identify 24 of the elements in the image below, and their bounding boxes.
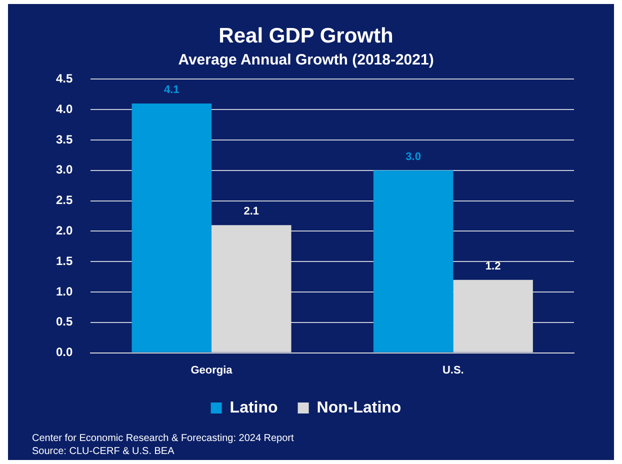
y-tick-label: 3.0 (56, 162, 73, 177)
y-tick-label: 2.0 (56, 224, 73, 238)
y-tick-label: 4.5 (56, 72, 73, 86)
legend-label: Non-Latino (316, 399, 402, 416)
x-tick-label: Georgia (190, 364, 234, 376)
y-tick-label: 2.5 (56, 193, 73, 208)
chart-subtitle: Average Annual Growth (2018-2021) (178, 51, 434, 68)
legend-label: Latino (230, 399, 278, 416)
data-label: 2.1 (244, 206, 260, 218)
y-tick-label: 0.0 (56, 345, 73, 360)
y-tick-label: 0.5 (56, 314, 73, 329)
y-tick-label: 1.0 (56, 284, 73, 298)
y-tick-label: 1.5 (56, 254, 73, 268)
chart-title: Real GDP Growth (218, 24, 394, 48)
source-note: Source: CLU-CERF & U.S. BEA (32, 446, 175, 457)
bar (132, 104, 212, 352)
x-tick-label: U.S. (442, 364, 464, 376)
y-tick-label: 3.5 (56, 132, 73, 146)
data-label: 3.0 (406, 150, 421, 163)
data-label: 1.2 (485, 260, 501, 272)
y-tick-label: 4.0 (56, 102, 73, 116)
data-label: 4.1 (164, 84, 180, 96)
bar (373, 170, 454, 352)
text: Center for Economic Research & Forecasting: 2024 Report (32, 433, 294, 444)
